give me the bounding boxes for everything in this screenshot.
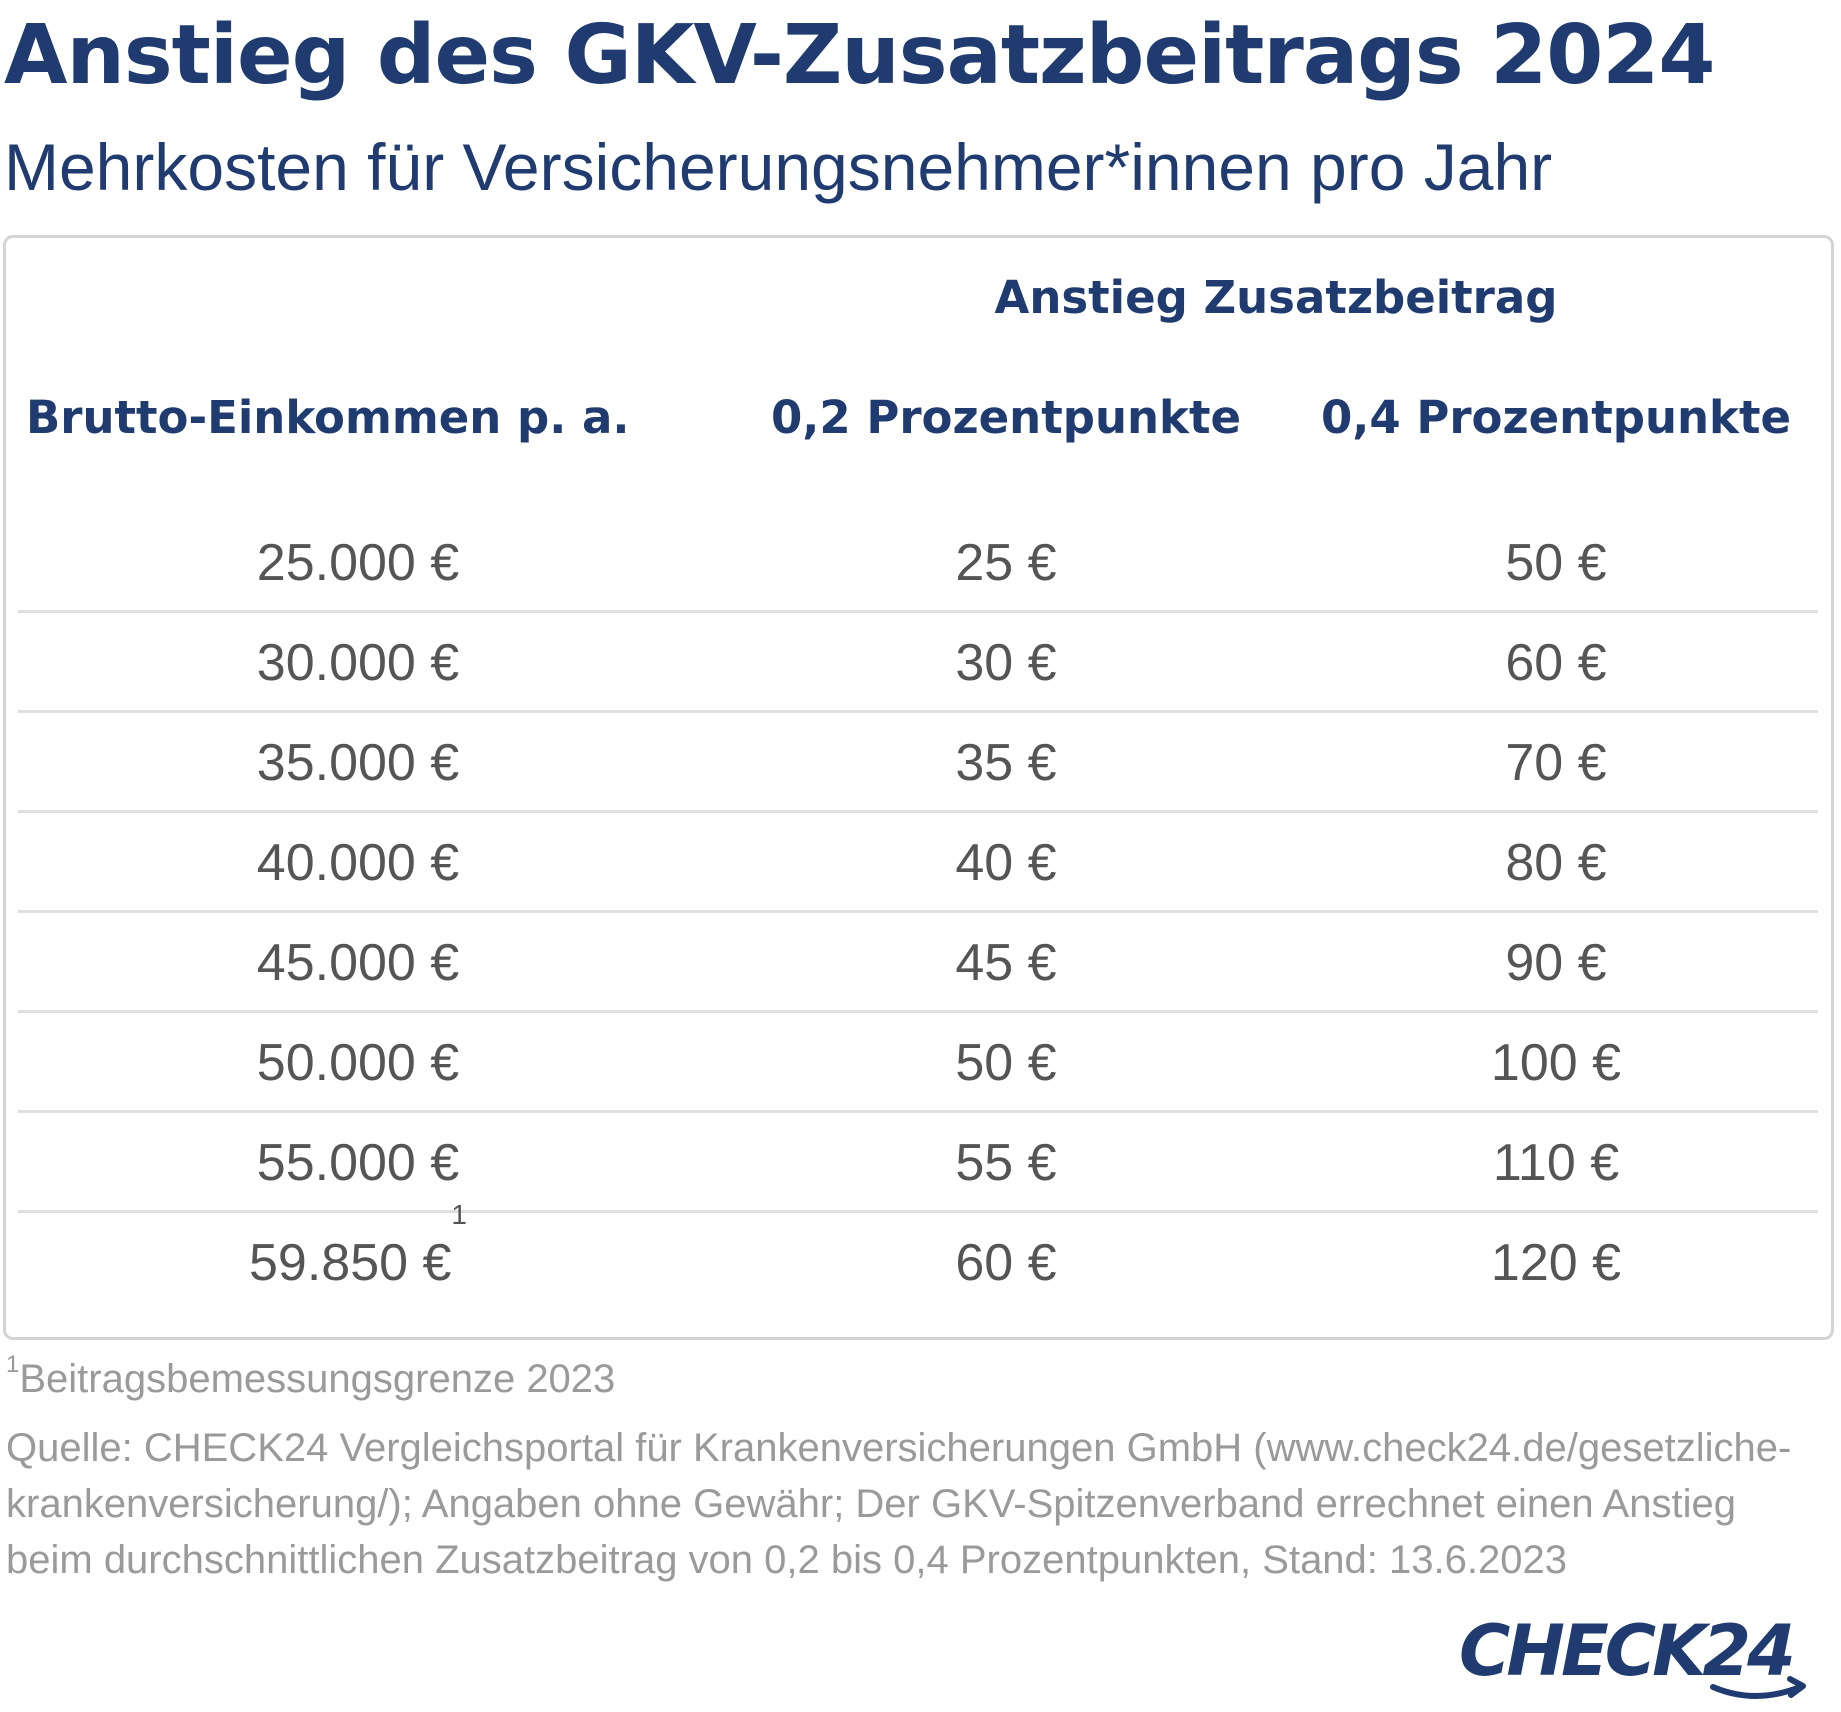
table-row: 45.000 € 45 € 90 € <box>18 913 1818 1013</box>
check24-logo-icon: CHECK24 <box>1459 1610 1806 1699</box>
table-row: 30.000 € 30 € 60 € <box>18 613 1818 713</box>
cost-02-cell: 40 € <box>955 834 1057 892</box>
cost-02-cell: 45 € <box>955 934 1057 992</box>
table-body: 25.000 € 25 € 50 € 30.000 € 30 € 60 € 35… <box>18 513 1818 1313</box>
cost-02-cell: 55 € <box>955 1134 1057 1192</box>
group-header: Anstieg Zusatzbeitrag <box>994 271 1558 324</box>
table-row: 35.000 € 35 € 70 € <box>18 713 1818 813</box>
cost-04-cell: 70 € <box>1505 734 1607 792</box>
income-cell: 45.000 € <box>256 934 460 992</box>
page-subtitle: Mehrkosten für Versicherungsnehmer*innen… <box>4 130 1553 204</box>
cost-02-cell: 35 € <box>955 734 1057 792</box>
cost-02-cell: 50 € <box>955 1034 1057 1092</box>
logo-text: CHECK24 <box>1459 1610 1792 1692</box>
column-header-02: 0,2 Prozentpunkte <box>771 391 1241 444</box>
footnote-text: Beitragsbemessungsgrenze 2023 <box>19 1357 616 1401</box>
table-row: 50.000 € 50 € 100 € <box>18 1013 1818 1113</box>
table-row: 25.000 € 25 € 50 € <box>18 513 1818 613</box>
cost-04-cell: 100 € <box>1490 1034 1622 1092</box>
column-header-income: Brutto-Einkommen p. a. <box>26 391 630 444</box>
cost-04-cell: 120 € <box>1490 1234 1622 1292</box>
footnote-marker: 1 <box>6 1350 20 1378</box>
footnote-marker: 1 <box>451 1199 467 1230</box>
income-cell: 59.850 € 1 <box>18 1201 698 1313</box>
cost-02-cell: 60 € <box>955 1234 1057 1292</box>
income-value: 59.850 € <box>249 1234 452 1292</box>
income-cell: 55.000 € <box>256 1134 460 1192</box>
cost-04-cell: 80 € <box>1505 834 1607 892</box>
table-row: 40.000 € 40 € 80 € <box>18 813 1818 913</box>
cost-04-cell: 60 € <box>1505 634 1607 692</box>
cost-04-cell: 90 € <box>1505 934 1607 992</box>
cost-04-cell: 110 € <box>1492 1134 1620 1192</box>
table-row: 59.850 € 1 60 € 120 € <box>18 1201 1818 1313</box>
cost-table: Anstieg Zusatzbeitrag Brutto-Einkommen p… <box>3 235 1834 1340</box>
column-header-04: 0,4 Prozentpunkte <box>1321 391 1791 444</box>
income-cell: 25.000 € <box>256 534 460 592</box>
cost-02-cell: 25 € <box>955 534 1057 592</box>
income-cell: 50.000 € <box>256 1034 460 1092</box>
page-title: Anstieg des GKV-Zusatzbeitrags 2024 <box>4 8 1715 103</box>
footnote: 1Beitragsbemessungsgrenze 2023 <box>6 1352 1826 1406</box>
income-cell: 35.000 € <box>256 734 460 792</box>
income-cell: 40.000 € <box>256 834 460 892</box>
cost-04-cell: 50 € <box>1505 534 1607 592</box>
income-cell: 30.000 € <box>256 634 460 692</box>
cost-02-cell: 30 € <box>955 634 1057 692</box>
source-note: Quelle: CHECK24 Vergleichsportal für Kra… <box>6 1426 1792 1582</box>
table-row: 55.000 € 55 € 110 € <box>18 1113 1818 1213</box>
